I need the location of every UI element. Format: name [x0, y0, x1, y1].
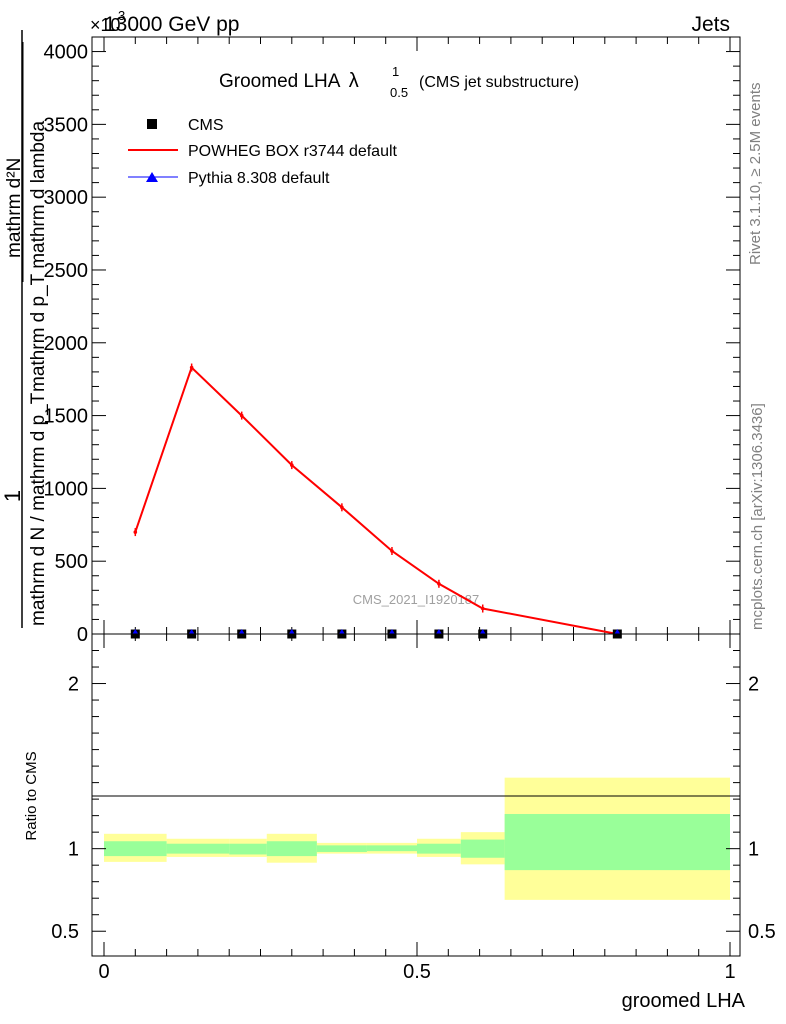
- title-text: Groomed LHA: [219, 71, 341, 92]
- ratio-frame: [91, 633, 741, 957]
- ratio-band-stat: [460, 839, 505, 858]
- powheg-point: [390, 549, 394, 553]
- ratio-band-stat: [417, 843, 461, 854]
- ratio-band-stat: [366, 845, 417, 852]
- main-y-tick-label: 500: [55, 551, 88, 573]
- pythia-point: [435, 629, 442, 634]
- main-y-tick-label: 4000: [44, 42, 89, 64]
- ratio-band-stat: [504, 813, 730, 871]
- ratio-band-stat: [316, 845, 367, 852]
- pythia-point: [288, 629, 295, 634]
- title-note: (CMS jet substructure): [419, 74, 579, 91]
- legend-cms-marker: [147, 119, 157, 129]
- energy-label: 13000 GeV pp: [104, 13, 239, 36]
- ratio-bands: [104, 777, 730, 900]
- main-y-ticks: 0 500 1000 1500 2000 2500 3000 3500 4000: [44, 36, 740, 646]
- ratio-x-tick-label: 0: [98, 961, 109, 983]
- process-label: Jets: [691, 13, 730, 36]
- main-x-ticks: [103, 37, 731, 634]
- powheg-point: [133, 530, 138, 534]
- legend: CMS POWHEG BOX r3744 default Pythia 8.308 …: [128, 117, 398, 187]
- pythia-point: [614, 629, 621, 634]
- x-axis-label: groomed LHA: [622, 990, 746, 1012]
- pythia-point: [388, 629, 395, 634]
- ratio-x-ticks: 0 0.5 1: [98, 634, 736, 983]
- y-exponent-power: 3: [118, 8, 125, 23]
- title-sup: 1: [392, 64, 399, 79]
- y-label-one: 1: [0, 490, 25, 502]
- main-y-tick-label: 0: [77, 624, 88, 646]
- y-label-prefix: mathrm d N / mathrm d p_T: [28, 392, 49, 626]
- ratio-y-tick-label-right: 0.5: [748, 921, 776, 943]
- powheg-point: [189, 365, 194, 370]
- y-label-numerator: mathrm d²N: [4, 158, 25, 258]
- ratio-band-stat: [229, 843, 267, 855]
- pythia-point: [338, 629, 345, 634]
- ratio-band-stat: [166, 843, 230, 854]
- pythia-point: [132, 629, 139, 634]
- ratio-y-tick-label: 2: [68, 674, 79, 696]
- main-y-tick-label: 3000: [44, 187, 89, 209]
- main-y-tick-label: 3500: [44, 114, 89, 136]
- ratio-y-tick-label-right: 1: [748, 839, 759, 861]
- ratio-panel: 0.5 0.51 12 2 0 0.5 1 Ratio to CMS groomed LH…: [23, 633, 776, 1012]
- ratio-x-tick-label: 0.5: [403, 961, 431, 983]
- powheg-point: [239, 413, 244, 418]
- pythia-point: [479, 629, 486, 634]
- pythia-point: [238, 629, 245, 634]
- title-symbol: λ: [349, 70, 359, 92]
- ratio-band-stat: [104, 841, 167, 857]
- ratio-y-ticks: 0.5 0.5 1 1 2 2: [51, 650, 776, 943]
- y-exponent-base: ×10: [90, 15, 121, 35]
- powheg-point: [480, 606, 485, 611]
- rivet-label: Rivet 3.1.10, ≥ 2.5M events: [747, 83, 764, 266]
- ratio-x-tick-label: 1: [724, 961, 735, 983]
- title-sub: 0.5: [390, 85, 408, 100]
- main-y-tick-label: 1000: [44, 478, 89, 500]
- powheg-point: [290, 463, 294, 467]
- ratio-y-tick-label: 0.5: [51, 921, 79, 943]
- mcplots-label: mcplots.cern.ch [arXiv:1306.3436]: [749, 403, 766, 630]
- main-y-tick-label: 2500: [44, 260, 89, 282]
- svg-text:Groomed LHA λ: Groomed LHA λ: [219, 70, 359, 92]
- y-label-denominator: mathrm d p_T mathrm d lambda: [28, 121, 49, 392]
- ratio-y-tick-label: 1: [68, 839, 79, 861]
- pythia-point: [188, 629, 195, 634]
- legend-pythia-marker: [146, 172, 158, 182]
- legend-label: CMS: [188, 117, 224, 134]
- chart-title: Groomed LHA λ 1 0.5 (CMS jet substructur…: [219, 64, 579, 100]
- ratio-band-stat: [266, 841, 317, 857]
- ratio-y-tick-label-right: 2: [748, 674, 759, 696]
- main-y-tick-label: 1500: [44, 406, 89, 428]
- watermark: CMS_2021_I1920187: [353, 592, 480, 607]
- powheg-point: [340, 505, 344, 510]
- powheg-point: [437, 581, 441, 586]
- ratio-y-label: Ratio to CMS: [23, 751, 40, 840]
- legend-label: Pythia 8.308 default: [188, 170, 330, 187]
- legend-label: POWHEG BOX r3744 default: [188, 143, 398, 160]
- main-y-label: 1 mathrm d N / mathrm d p_T mathrm d²N m…: [0, 30, 49, 628]
- main-y-tick-label: 2000: [44, 333, 89, 355]
